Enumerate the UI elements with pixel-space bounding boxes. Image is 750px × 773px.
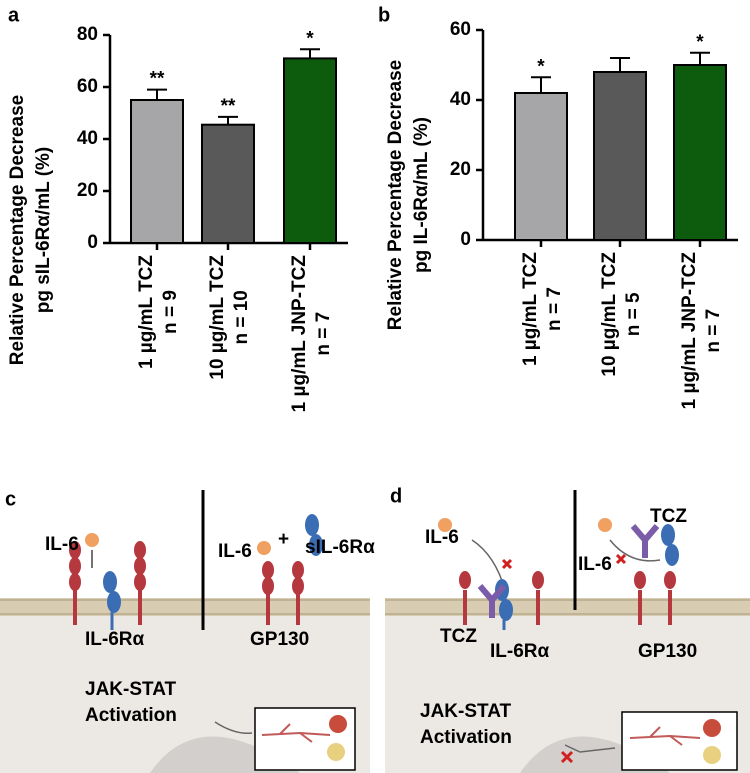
significance-label: * xyxy=(696,32,704,53)
y-tick-label: 60 xyxy=(77,76,98,97)
diagram-label: GP130 xyxy=(250,629,309,650)
receptor-domain xyxy=(134,573,146,591)
diagram-label: IL-6 xyxy=(218,541,252,562)
receptor-domain xyxy=(262,577,274,595)
y-tick-label: 80 xyxy=(77,24,98,45)
diagram-c-art xyxy=(0,490,370,773)
diagram-label: IL-6Rα xyxy=(490,641,550,662)
receptor-domain xyxy=(262,561,274,579)
bar xyxy=(593,71,647,241)
receptor-domain xyxy=(664,571,676,589)
bar xyxy=(673,64,727,241)
receptor-domain xyxy=(459,571,471,589)
receptor-domain xyxy=(292,561,304,579)
x-tick-label: 1 µg/mL JNP-TCZ xyxy=(679,252,700,410)
y-axis-label: pg sIL-6Rα/mL (%) xyxy=(33,147,54,314)
il6-ligand xyxy=(257,541,271,555)
y-axis-label: Relative Percentage Decrease xyxy=(385,60,406,330)
sample-size-label: n = 9 xyxy=(160,290,181,334)
diagram-label: Activation xyxy=(85,705,177,726)
y-tick-label: 40 xyxy=(450,89,471,110)
sample-size-label: n = 7 xyxy=(703,309,724,353)
receptor-domain xyxy=(532,571,544,589)
diagram-label: IL-6 xyxy=(45,534,79,555)
significance-label: * xyxy=(306,28,314,49)
x-tick-label: 10 µg/mL TCZ xyxy=(599,252,620,377)
significance-label: ** xyxy=(150,69,165,90)
il6r-domain xyxy=(661,524,675,546)
y-tick-label: 20 xyxy=(450,159,471,180)
il6r-domain xyxy=(665,544,679,566)
y-tick-label: 60 xyxy=(450,19,471,40)
diagram-label: IL-6Rα xyxy=(85,629,145,650)
x-tick-label: 1 µg/mL TCZ xyxy=(520,252,541,366)
y-tick-label: 0 xyxy=(87,232,98,253)
il6-ligand xyxy=(438,518,452,532)
x-tick-label: 1 µg/mL JNP-TCZ xyxy=(289,255,310,413)
il6r-domain xyxy=(305,514,319,536)
bar xyxy=(283,57,337,245)
diagram-label: Activation xyxy=(420,727,512,748)
significance-label: ** xyxy=(221,96,236,117)
receptor-domain xyxy=(634,571,646,589)
diagram-label: TCZ xyxy=(650,506,687,527)
bar xyxy=(514,92,568,241)
sample-size-label: n = 10 xyxy=(231,290,252,344)
y-axis-label: pg IL-6Rα/mL (%) xyxy=(411,117,432,273)
bar xyxy=(130,99,184,244)
il6r-domain xyxy=(107,591,121,613)
il6r-domain xyxy=(309,534,323,556)
diagram-label: IL-6 xyxy=(425,527,459,548)
sample-size-label: n = 7 xyxy=(313,312,334,356)
receptor-domain xyxy=(134,557,146,575)
diagram-label: TCZ xyxy=(440,626,477,647)
bar xyxy=(201,123,255,244)
receptor-domain xyxy=(69,573,81,591)
diagram-label: + xyxy=(278,529,289,550)
tcz-antibody xyxy=(630,524,660,558)
y-tick-label: 0 xyxy=(460,229,471,250)
diagram-label: sIL-6Rα xyxy=(305,537,375,558)
x-tick-label: 1 µg/mL TCZ xyxy=(136,255,157,369)
sample-size-label: n = 7 xyxy=(544,287,565,331)
y-tick-label: 20 xyxy=(77,180,98,201)
x-tick-label: 10 µg/mL TCZ xyxy=(207,255,228,380)
panel-label: b xyxy=(378,4,390,26)
receptor-domain xyxy=(134,541,146,559)
il6r-domain xyxy=(103,571,117,593)
diagram-label: JAK-STAT xyxy=(420,701,512,722)
il6-ligand xyxy=(85,533,99,547)
significance-label: * xyxy=(537,56,545,77)
receptor-domain xyxy=(69,541,81,559)
panel-label: a xyxy=(8,4,20,26)
y-tick-label: 40 xyxy=(77,128,98,149)
receptor-domain xyxy=(292,577,304,595)
receptor-domain xyxy=(69,557,81,575)
sample-size-label: n = 5 xyxy=(623,292,644,336)
il6-ligand xyxy=(598,518,612,532)
diagram-label: IL-6 xyxy=(578,554,612,575)
panel-label: c xyxy=(5,488,16,510)
diagram-d-art xyxy=(385,490,750,773)
diagram-label: JAK-STAT xyxy=(85,679,177,700)
panel-label: d xyxy=(390,485,402,507)
tcz-antibody xyxy=(477,584,507,618)
diagram-label: GP130 xyxy=(638,641,697,662)
il6r-domain xyxy=(499,599,513,621)
y-axis-label: Relative Percentage Decrease xyxy=(7,95,28,365)
